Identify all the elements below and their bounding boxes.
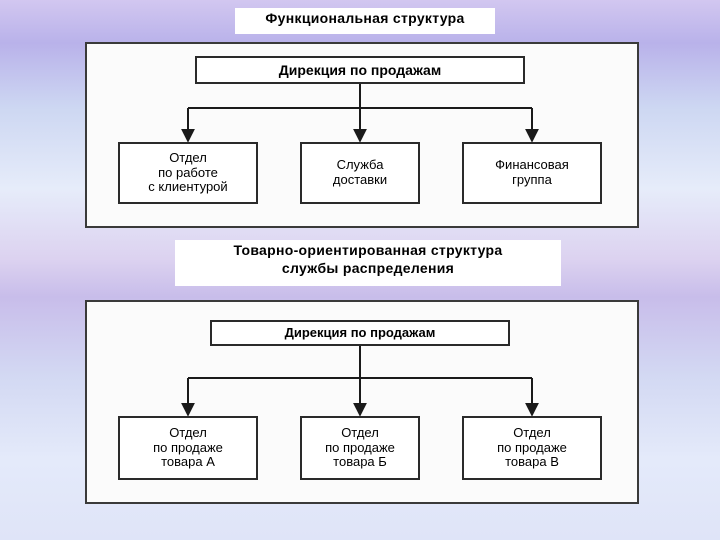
bottom-child-0-label: Отделпо продажетовара А	[153, 426, 223, 471]
title-bottom: Товарно-ориентированная структураслужбы …	[175, 240, 561, 286]
top-child-0: Отделпо работес клиентурой	[118, 142, 258, 204]
title-bottom-text: Товарно-ориентированная структураслужбы …	[234, 242, 503, 276]
top-child-2: Финансоваягруппа	[462, 142, 602, 204]
top-child-0-label: Отделпо работес клиентурой	[148, 151, 227, 196]
title-top: Функциональная структура	[235, 8, 495, 34]
bottom-child-1: Отделпо продажетовара Б	[300, 416, 420, 480]
top-root-label: Дирекция по продажам	[279, 62, 441, 78]
title-top-text: Функциональная структура	[265, 10, 464, 26]
bottom-root-label: Дирекция по продажам	[285, 326, 436, 341]
bottom-child-2-label: Отделпо продажетовара В	[497, 426, 567, 471]
bottom-child-0: Отделпо продажетовара А	[118, 416, 258, 480]
slide-background: Функциональная структура Дирекция по про…	[0, 0, 720, 540]
bottom-child-2: Отделпо продажетовара В	[462, 416, 602, 480]
top-root: Дирекция по продажам	[195, 56, 525, 84]
top-child-1-label: Службадоставки	[333, 158, 387, 188]
bottom-child-1-label: Отделпо продажетовара Б	[325, 426, 395, 471]
bottom-root: Дирекция по продажам	[210, 320, 510, 346]
top-child-1: Службадоставки	[300, 142, 420, 204]
top-child-2-label: Финансоваягруппа	[495, 158, 569, 188]
